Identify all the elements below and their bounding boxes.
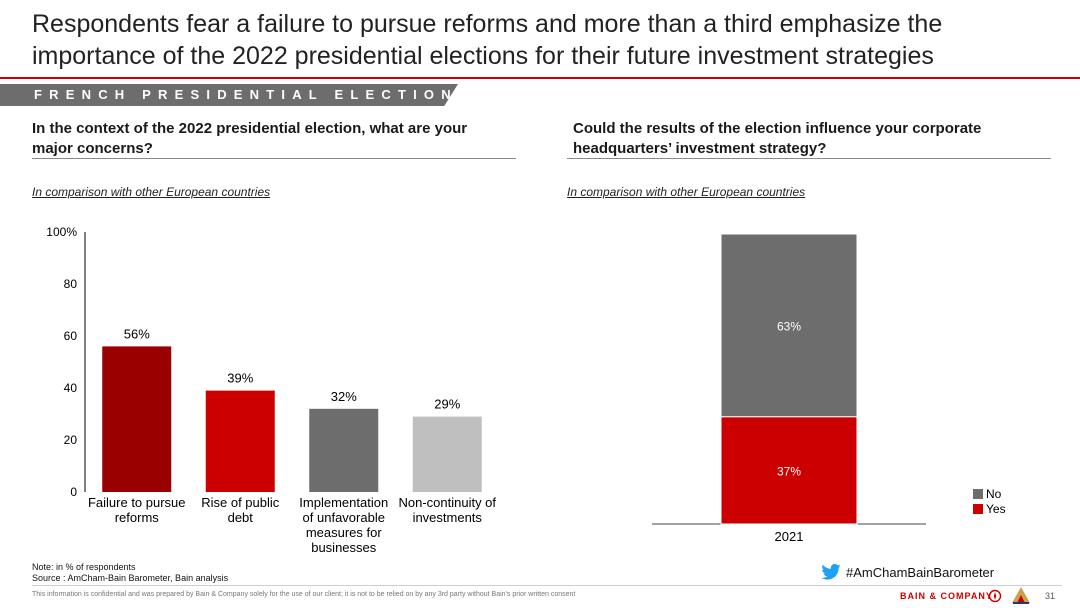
legend-swatch-yes [973,503,983,514]
page-title: Respondents fear a failure to pursue ref… [32,10,943,70]
twitter-hashtag[interactable]: #AmChamBainBarometer [821,564,994,580]
footer-divider [32,585,1062,586]
bar [205,390,275,492]
bar-value-label: 56% [124,326,150,341]
segment-value-label: 37% [777,464,801,478]
y-tick-label: 20 [64,433,78,447]
bar-value-label: 32% [331,389,357,404]
amcham-logo-icon [1012,587,1030,604]
y-tick-label: 60 [64,329,78,343]
category-label: debt [228,510,254,525]
category-label: reforms [115,510,160,525]
left-subtitle: In comparison with other European countr… [32,185,271,199]
right-question-divider [567,158,1051,159]
stacked-segment-no [720,233,858,418]
left-question: In the context of the 2022 presidential … [32,120,468,157]
investment-stacked-chart: 37% 63% 2021 [652,233,926,544]
category-label: Failure to pursue [88,495,186,510]
footnote-source: Source : AmCham-Bain Barometer, Bain ana… [32,573,229,583]
twitter-handle-text: #AmChamBainBarometer [846,564,995,580]
title-divider [0,77,1080,79]
category-label: investments [413,510,483,525]
category-label: businesses [311,540,377,555]
footnote: Note: in % of respondents Source : AmCha… [32,562,228,584]
stacked-segment-yes [720,416,858,525]
twitter-bird-icon [821,564,841,580]
category-label: 2021 [775,529,804,544]
chart-legend: No Yes [973,486,1006,516]
bain-brand: BAIN & COMPANY [900,591,993,601]
footnote-note: Note: in % of respondents [32,562,136,572]
y-tick-label: 0 [70,485,77,499]
category-label: Non-continuity of [398,495,496,510]
section-banner-label: FRENCH PRESIDENTIAL ELECTIONS [34,87,474,102]
y-tick-label: 100% [46,225,77,239]
category-label: of unfavorable [303,510,385,525]
bar [309,408,379,492]
legend-item-no: No [973,486,1006,501]
legend-label-yes: Yes [986,501,1006,516]
right-subtitle: In comparison with other European countr… [567,185,806,199]
category-label: Implementation [299,495,388,510]
bain-compass-icon [988,589,1002,603]
bar-value-label: 39% [227,371,253,386]
legend-item-yes: Yes [973,501,1006,516]
y-tick-label: 40 [64,381,78,395]
concerns-bar-chart: 0 20 40 60 80 100% 56% Failure to pursuereforms… [46,225,496,555]
category-label: Rise of public [201,495,280,510]
section-banner: FRENCH PRESIDENTIAL ELECTIONS [0,84,458,106]
confidentiality-notice: This information is confidential and was… [32,591,576,598]
right-question: Could the results of the election influe… [573,120,982,157]
segment-value-label: 63% [777,319,801,333]
page-number: 31 [1045,591,1056,601]
category-label: measures for [306,525,383,540]
legend-label-no: No [986,486,1002,501]
bar [412,416,482,492]
legend-swatch-no [973,488,983,499]
bar-value-label: 29% [434,397,460,412]
bar [102,346,172,492]
left-question-divider [32,158,516,159]
y-tick-label: 80 [64,277,78,291]
